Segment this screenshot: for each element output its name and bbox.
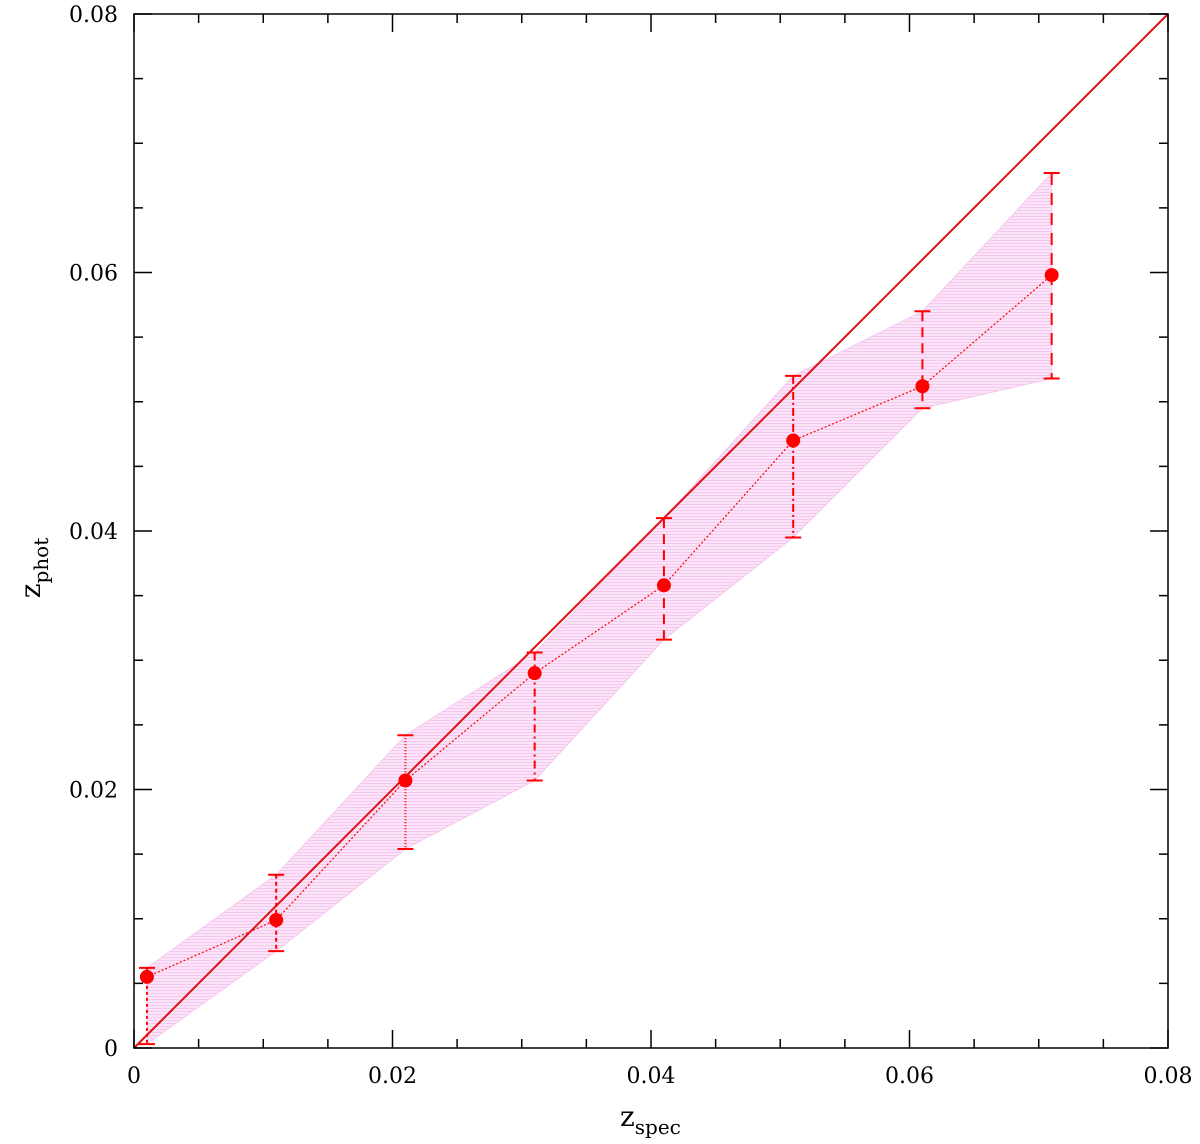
error-bar: [655, 517, 672, 641]
y-tick-label: 0.04: [69, 520, 118, 545]
axes: [133, 13, 1169, 1049]
band-area: [146, 171, 1053, 1046]
x-tick-label: 0: [127, 1064, 141, 1089]
error-bar: [397, 734, 414, 850]
series-connector: [146, 274, 1053, 978]
data-point: [139, 969, 154, 984]
connector-line: [146, 274, 1053, 978]
y-axis-label: zphot: [14, 538, 53, 599]
data-point: [656, 578, 671, 593]
reference-line: [133, 13, 1169, 1049]
one-to-one-line: [133, 13, 1169, 1049]
error-bar: [785, 374, 802, 539]
data-point: [269, 913, 284, 928]
error-bar: [268, 873, 285, 953]
data-points: [139, 268, 1059, 984]
data-point: [398, 773, 413, 788]
data-point: [1044, 268, 1059, 283]
data-point: [527, 666, 542, 681]
uncertainty-band: [146, 171, 1053, 1046]
x-axis-label: zspec: [620, 1100, 681, 1139]
x-tick-label: 0.08: [1144, 1064, 1193, 1089]
tick-labels: 0 0.02 0.04 0.06 0.08 0 0.02 0.04 0.06 0.08: [69, 3, 1192, 1089]
y-tick-label: 0.02: [69, 779, 118, 804]
data-point: [786, 433, 801, 448]
x-tick-label: 0.06: [885, 1064, 934, 1089]
y-tick-label: 0: [104, 1037, 118, 1062]
data-point: [915, 379, 930, 394]
x-tick-label: 0.02: [368, 1064, 417, 1089]
x-tick-label: 0.04: [627, 1064, 676, 1089]
y-tick-label: 0.08: [69, 3, 118, 28]
y-tick-label: 0.06: [69, 262, 118, 287]
